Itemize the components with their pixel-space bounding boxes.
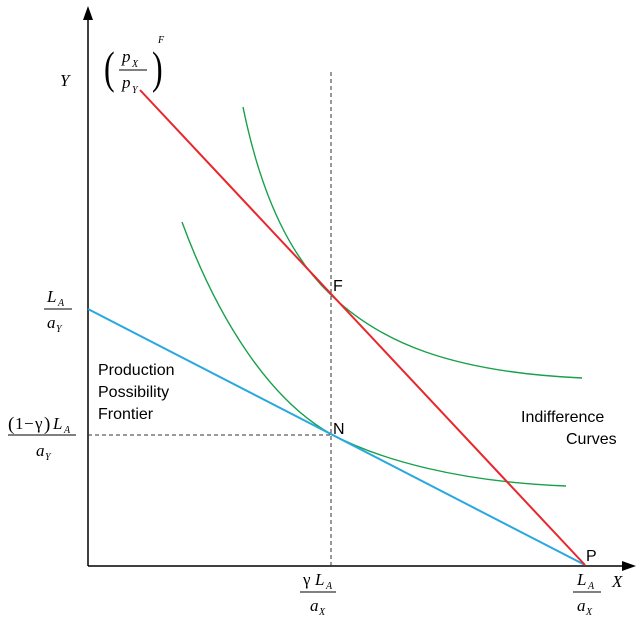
x-tick-mid: γ L A a X	[300, 570, 336, 618]
y-tick-top-num: L	[46, 287, 56, 306]
price-ratio-paren-open: (	[104, 42, 115, 93]
y-tick-top: L A a Y	[44, 287, 72, 335]
y-tick-mid-minus: −	[24, 414, 34, 433]
point-f-label: F	[333, 278, 343, 295]
x-tick-end-num-sub: A	[587, 581, 595, 592]
x-axis-arrow-icon	[622, 561, 636, 571]
trade-price-line	[139, 89, 586, 566]
x-tick-end-num: L	[576, 570, 586, 589]
y-tick-mid-paren-open: (	[8, 414, 14, 435]
point-p-label: P	[586, 548, 597, 565]
x-tick-end-den: a	[577, 596, 586, 615]
price-ratio-label: ( p X p Y ) F	[104, 35, 165, 96]
x-tick-mid-gamma: γ	[302, 570, 311, 589]
y-tick-top-num-sub: A	[57, 298, 65, 309]
y-tick-mid: ( 1 − γ ) L A a Y	[8, 414, 76, 463]
ppf-label-line-1: Production	[98, 362, 175, 379]
indifference-label-line-2: Curves	[566, 431, 617, 448]
price-ratio-paren-close: )	[152, 42, 163, 93]
indifference-label-line-1: Indifference	[521, 409, 604, 426]
x-tick-mid-num: L	[314, 570, 324, 589]
x-tick-end: L A a X	[573, 570, 601, 618]
x-tick-mid-den-sub: X	[318, 607, 326, 618]
x-tick-end-den-sub: X	[585, 607, 593, 618]
point-n-label: N	[333, 421, 345, 438]
y-axis-arrow-icon	[83, 6, 93, 20]
price-ratio-num-sub: X	[131, 59, 139, 70]
y-tick-mid-num-sub: A	[63, 425, 71, 436]
price-ratio-den-sub: Y	[132, 85, 139, 96]
price-ratio-den: p	[121, 73, 131, 92]
y-tick-top-den-sub: Y	[56, 324, 63, 335]
ppf-label-line-2: Possibility	[98, 384, 169, 401]
x-tick-mid-den: a	[310, 596, 319, 615]
y-tick-mid-den-sub: Y	[45, 452, 52, 463]
ppf-label-line-3: Frontier	[98, 406, 154, 423]
y-tick-mid-num: L	[52, 414, 62, 433]
y-tick-mid-paren-close: )	[44, 414, 50, 435]
x-axis-label: X	[611, 572, 623, 591]
y-tick-mid-den: a	[36, 441, 45, 460]
y-axis-label: Y	[60, 71, 71, 90]
indifference-curve-upper	[242, 106, 583, 379]
price-ratio-num: p	[121, 47, 131, 66]
x-tick-mid-num-sub: A	[325, 581, 333, 592]
indifference-curve-lower	[181, 221, 567, 487]
y-tick-mid-gamma: γ	[34, 414, 43, 433]
y-tick-mid-one: 1	[15, 414, 24, 433]
price-ratio-sup: F	[157, 35, 165, 46]
production-possibility-frontier	[87, 308, 586, 566]
y-tick-top-den: a	[47, 313, 56, 332]
